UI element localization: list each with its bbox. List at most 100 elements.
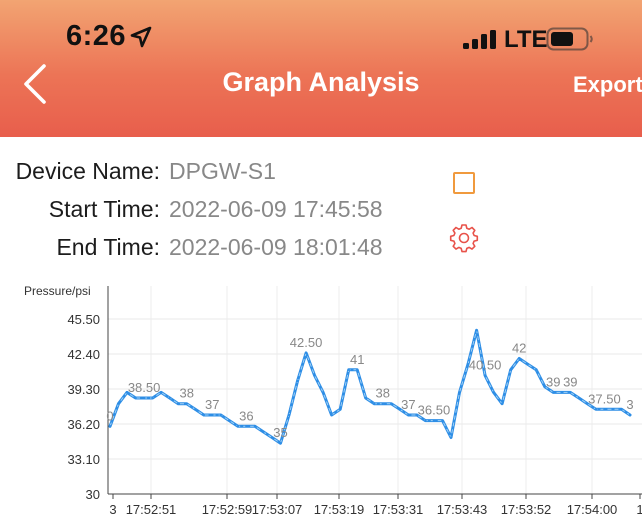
x-tick-label: 17:52:51 [126,502,177,517]
back-chevron-icon[interactable] [18,62,52,106]
x-tick-label: 1 [636,502,642,517]
data-point [296,379,299,383]
page-title: Graph Analysis [222,67,420,97]
device-name-label: Device Name: [15,158,160,184]
export-button[interactable]: Export [573,72,642,97]
data-point [176,402,180,405]
data-label: 3 [626,397,633,412]
data-point [509,368,512,372]
x-tick-label: 17:54:00 [567,502,618,517]
data-point [458,391,461,394]
data-point [287,413,291,417]
data-point [415,413,419,417]
data-point [381,402,384,405]
data-point [517,357,521,360]
y-axis-label: Pressure/psi [24,284,91,298]
data-label: 38 [179,386,193,401]
data-point [117,402,120,405]
data-point [202,413,205,417]
data-label: 36.50 [418,403,451,418]
data-point [577,396,581,400]
end-time-label: End Time: [56,234,160,260]
signal-icon [463,30,496,49]
data-point [159,391,163,394]
data-point [586,402,589,405]
device-name-value: DPGW-S1 [169,158,276,184]
data-label: 40.50 [469,357,502,372]
x-tick-label: 17:53:31 [373,502,424,517]
data-label: 36 [239,408,253,423]
data-points [108,329,632,445]
data-point [245,425,248,428]
data-point [194,408,197,411]
data-point [594,408,598,411]
data-point [338,408,342,411]
data-point [228,419,231,422]
data-label: 38 [376,386,390,401]
data-label: 0 [106,408,113,423]
data-point [219,413,223,417]
data-label: 42.50 [290,335,323,350]
data-point [330,413,333,417]
data-point [185,402,188,405]
end-time-value: 2022-06-09 18:01:48 [169,234,383,260]
network-type: LTE [504,26,548,53]
data-point [168,396,171,400]
battery-icon [546,27,593,51]
data-label: 35 [273,425,287,440]
x-tick-label: 17:53:07 [252,502,303,517]
data-point [628,413,632,417]
data-point [449,436,453,439]
data-label: 41 [350,352,364,367]
data-point [125,391,129,394]
data-label: 39 [563,374,577,389]
data-point [483,374,487,377]
data-point [321,391,325,394]
data-point [134,396,137,400]
data-point [253,425,257,428]
data-label: 39 [546,374,560,389]
end-time-row: End Time: 2022-06-09 18:01:48 [0,234,642,264]
checkbox-icon[interactable] [453,172,475,194]
x-tick-label: 17:53:52 [501,502,552,517]
y-tick-label: 45.50 [67,312,100,327]
pressure-line-chart: Pressure/psi 3033.1036.2039.3042.4045.50… [24,284,642,517]
data-label: 37.50 [588,391,621,406]
start-time-row: Start Time: 2022-06-09 17:45:58 [0,196,642,226]
data-point [347,368,350,372]
x-axis-ticks: 3 17:52:51 17:52:59 17:53:07 17:53:19 17:53:3… [109,494,642,517]
data-point [620,408,623,411]
data-point [407,413,410,417]
data-point [142,396,146,400]
data-point [279,441,282,445]
data-point [356,368,359,372]
data-point [151,396,154,400]
data-point [364,396,367,400]
x-tick-label: 17:53:43 [437,502,488,517]
data-label: 38.50 [128,380,161,395]
data-point [211,413,214,417]
data-label: 37 [205,397,219,412]
status-time: 6:26 [66,20,127,52]
y-axis-ticks: 30 33.10 36.20 39.30 42.40 45.50 [67,312,100,502]
data-point [270,436,274,439]
data-point [432,419,436,422]
y-tick-label: 30 [86,487,100,502]
data-point [475,329,478,332]
data-point [535,368,538,372]
data-point [492,391,495,394]
data-point [603,408,606,411]
data-point [543,385,546,388]
x-tick-label: 17:52:59 [202,502,253,517]
location-arrow-icon [130,26,152,48]
data-point [466,362,470,366]
gear-icon[interactable] [449,223,479,253]
data-point [560,391,564,394]
data-point [373,402,376,405]
y-tick-label: 39.30 [67,382,100,397]
y-tick-label: 36.20 [67,417,100,432]
data-point [500,402,504,405]
x-tick-label: 17:53:19 [314,502,365,517]
data-point [304,351,308,355]
